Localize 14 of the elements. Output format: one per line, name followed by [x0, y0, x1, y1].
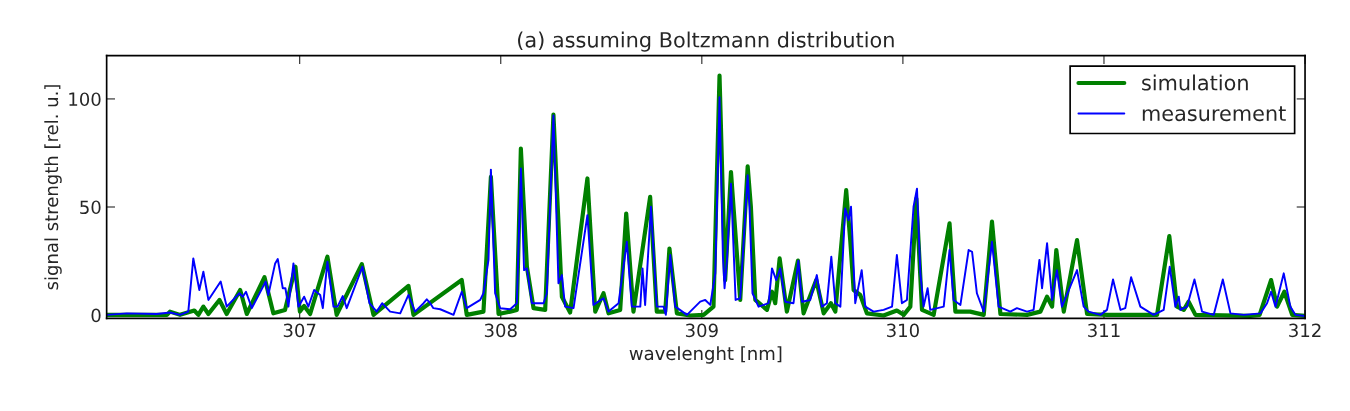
legend-label: simulation	[1142, 74, 1248, 91]
x-tick-label: 308	[484, 323, 517, 338]
x-tick-label: 310	[887, 323, 919, 338]
x-tick-label: 309	[685, 323, 718, 338]
x-tick-label: 311	[1088, 323, 1120, 338]
y-tick-label: 100	[69, 92, 101, 107]
chart-title: (a) assuming Boltzmann distribution	[518, 31, 894, 52]
x-tick-label: 312	[1289, 323, 1321, 338]
x-tick-label: 307	[283, 323, 316, 338]
x-axis-title: wavelenght [nm]	[629, 346, 782, 364]
y-axis-title: signal strength [rel. u.]	[44, 85, 62, 290]
y-tick-label: 0	[91, 308, 101, 323]
y-tick-label: 50	[80, 200, 101, 215]
legend-label: measurement	[1142, 106, 1286, 122]
